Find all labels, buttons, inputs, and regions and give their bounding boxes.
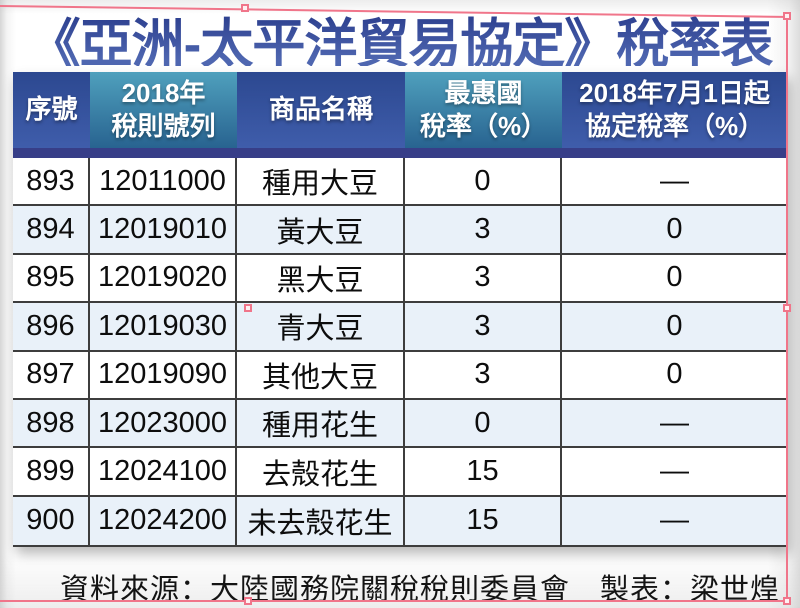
cell-tariff-code: 12011000 [90,158,237,205]
selection-handle[interactable] [783,597,791,605]
column-header-label: 2018年 [121,77,206,108]
cell-mfn-rate: 15 [405,496,562,546]
cell-serial: 897 [13,351,90,398]
column-header-label: 稅率（%） [419,111,548,141]
cell-agreement-rate: — [660,164,689,197]
selection-handle[interactable] [244,597,252,605]
cell-mfn-rate: 0 [405,158,562,205]
cell-product-name: 去殼花生 [237,448,405,495]
cell-serial: 896 [13,303,90,350]
cell-serial: 899 [13,448,90,495]
cell-serial: 894 [13,206,90,253]
table-row: 899 12024100 去殼花生 15 — [13,448,787,497]
table-row: 897 12019090 其他大豆 3 0 [13,351,787,400]
cell-serial: 900 [13,496,90,546]
table-row: 894 12019010 黃大豆 3 0 [13,206,787,255]
selection-handle[interactable] [241,4,249,12]
cell-mfn-rate: 3 [405,254,562,302]
table-row: 900 12024200 未去殼花生 15 — [13,496,787,546]
cell-agreement-rate: 0 [666,358,683,391]
cell-agreement-rate: — [660,455,689,488]
column-header-agreement-rate: 2018年7月1日起 協定稅率（%） [562,72,787,148]
column-header-tariff-code: 2018年 稅則號列 [90,72,237,148]
cell-product-name: 青大豆 [237,303,405,350]
table-row: 898 12023000 種用花生 0 — [13,399,787,449]
table-row: 893 12011000 種用大豆 0 — [13,158,787,207]
column-header-product-name: 商品名稱 [237,72,405,148]
cell-product-name: 黃大豆 [237,206,405,253]
table-row: 896 12019030 青大豆 3 0 [13,303,787,352]
cell-mfn-rate: 15 [405,448,562,495]
cell-serial: 898 [13,399,90,447]
cell-product-name: 其他大豆 [237,351,405,398]
cell-serial: 893 [13,158,90,205]
selection-handle[interactable] [783,12,791,20]
cell-agreement-rate: — [660,504,689,537]
cell-mfn-rate: 3 [405,303,562,350]
cell-product-name: 未去殼花生 [237,496,405,546]
cell-tariff-code: 12019030 [90,303,237,350]
cell-mfn-rate: 3 [405,351,562,398]
cell-product-name: 種用大豆 [237,158,405,205]
cell-tariff-code: 12019090 [90,351,237,398]
cell-mfn-rate: 0 [405,399,562,447]
cell-mfn-rate: 3 [405,206,562,253]
column-header-label: 最惠國 [444,77,523,108]
column-header-label: 2018年7月1日起 [579,77,770,108]
header-divider-strip [13,148,787,158]
tariff-table: 序號 2018年 稅則號列 商品名稱 最惠國 稅率（%） 2018年7月1日起 … [13,72,787,548]
column-header-label: 商品名稱 [268,94,373,125]
cell-tariff-code: 12019010 [90,206,237,253]
cell-agreement-rate: 0 [666,261,683,294]
column-header-label: 協定稅率（%） [584,111,765,141]
selection-handle[interactable] [783,304,791,312]
cell-tariff-code: 12024100 [90,448,237,495]
cell-agreement-rate: 0 [666,309,683,342]
cell-tariff-code: 12023000 [90,399,237,447]
cell-product-name: 黑大豆 [237,254,405,302]
column-header-mfn-rate: 最惠國 稅率（%） [405,72,562,148]
cell-serial: 895 [13,254,90,302]
column-header-label: 稅則號列 [111,111,216,141]
cell-product-name: 種用花生 [237,399,405,447]
table-body: 893 12011000 種用大豆 0 — 894 12019010 黃大豆 3… [13,158,787,548]
selection-bottom-line [0,600,788,602]
cell-tariff-code: 12019020 [90,254,237,302]
page-title: 《亞洲-太平洋貿易協定》稅率表 [8,2,792,74]
selection-handle[interactable] [244,304,252,312]
table-header-row: 序號 2018年 稅則號列 商品名稱 最惠國 稅率（%） 2018年7月1日起 … [13,72,787,148]
cell-agreement-rate: — [660,406,689,439]
column-header-label: 序號 [25,94,78,125]
cell-tariff-code: 12024200 [90,496,237,546]
cell-agreement-rate: 0 [666,213,683,246]
column-header-serial: 序號 [13,72,90,148]
table-row: 895 12019020 黑大豆 3 0 [13,254,787,304]
